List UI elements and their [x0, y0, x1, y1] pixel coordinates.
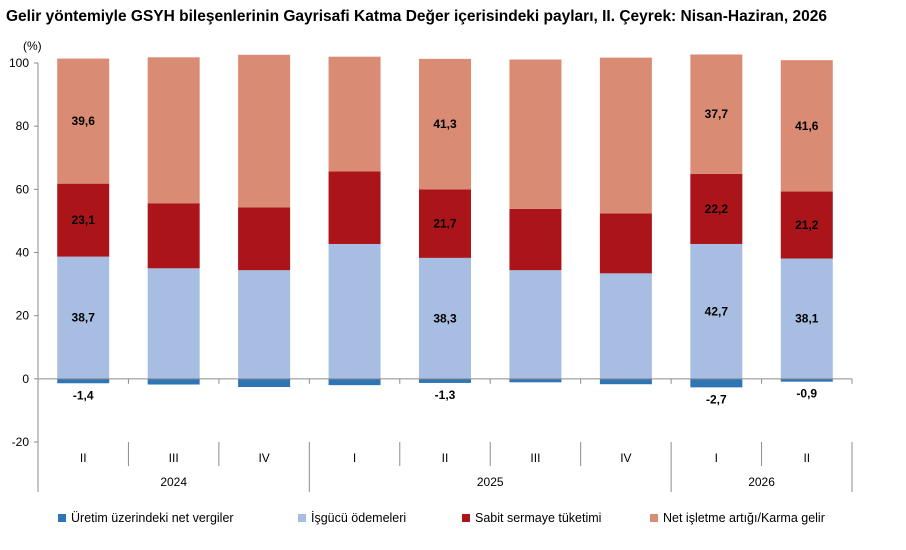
bar-segment: [238, 378, 291, 388]
bar-segment: [328, 56, 381, 172]
bar-segment: [328, 243, 381, 379]
bar-segment: [599, 378, 652, 385]
bar-segment: [780, 258, 833, 379]
chart-title: Gelir yöntemiyle GSYH bileşenlerinin Gay…: [6, 8, 827, 25]
data-label: 41,6: [795, 119, 819, 133]
legend-swatch: [58, 514, 66, 522]
bar-segment: [238, 54, 291, 208]
data-label: 38,3: [433, 311, 457, 325]
bar-segment: [147, 378, 200, 385]
data-label: 38,7: [72, 311, 96, 325]
data-label: -0,9: [796, 387, 817, 401]
legend-swatch: [462, 514, 470, 522]
x-category-label: IV: [258, 451, 269, 465]
bar-segment: [147, 268, 200, 379]
data-label: 39,6: [72, 114, 96, 128]
y-tick-label: 60: [16, 182, 30, 196]
bar-segment: [419, 58, 471, 190]
legend-item: Sabit sermaye tüketimi: [462, 511, 601, 525]
x-category-label: I: [715, 451, 718, 465]
data-label: -2,7: [706, 392, 727, 406]
bar-segment: [690, 243, 743, 379]
x-category-label: II: [80, 451, 87, 465]
x-category-label: IV: [620, 451, 631, 465]
x-category-label: III: [169, 451, 179, 465]
bar-segment: [690, 54, 743, 174]
legend-swatch: [650, 514, 658, 522]
data-label: -1,3: [435, 388, 456, 402]
bar-segment: [690, 378, 743, 388]
data-label: 22,2: [705, 202, 729, 216]
chart-legend: Üretim üzerindeki net vergiler İşgücü öde…: [0, 511, 906, 531]
y-tick-label: 20: [16, 309, 30, 323]
legend-label: Üretim üzerindeki net vergiler: [71, 511, 234, 525]
data-label: 21,7: [433, 217, 457, 231]
x-year-label: 2025: [477, 475, 504, 489]
data-label: 38,1: [795, 312, 819, 326]
x-year-label: 2024: [160, 475, 187, 489]
x-category-label: II: [442, 451, 449, 465]
bar-segment: [780, 191, 833, 259]
bar-segment: [57, 58, 110, 184]
bar-segment: [328, 378, 381, 386]
data-label: 37,7: [705, 107, 729, 121]
legend-label: Net işletme artığı/Karma gelir: [663, 511, 825, 525]
bar-segment: [419, 189, 471, 258]
data-label: 41,3: [433, 117, 457, 131]
y-tick-label: -20: [12, 435, 30, 449]
y-tick-label: 40: [16, 246, 30, 260]
data-label: 42,7: [705, 304, 729, 318]
bar-segment: [780, 60, 833, 192]
bar-segment: [57, 256, 110, 379]
data-label: 21,2: [795, 218, 819, 232]
y-tick-label: 80: [16, 119, 30, 133]
x-category-label: II: [803, 451, 810, 465]
y-tick-label: 0: [22, 372, 29, 386]
legend-item: İşgücü ödemeleri: [298, 511, 406, 525]
bar-segment: [419, 257, 471, 379]
bar-segment: [599, 273, 652, 379]
y-axis-unit-label: (%): [23, 39, 42, 53]
x-year-label: 2026: [748, 475, 775, 489]
data-label: 23,1: [72, 213, 96, 227]
bar-segment: [509, 59, 562, 209]
bar-segment: [147, 203, 200, 269]
bar-segment: [238, 207, 291, 271]
bar-segment: [419, 378, 471, 383]
legend-label: Sabit sermaye tüketimi: [475, 511, 602, 525]
y-tick-label: 100: [9, 56, 29, 70]
bar-segment: [599, 213, 652, 274]
bar-segment: [147, 57, 200, 204]
bar-segment: [57, 378, 110, 384]
legend-label: İşgücü ödemeleri: [311, 511, 407, 525]
x-category-label: III: [530, 451, 540, 465]
bar-segment: [509, 270, 562, 379]
legend-item: Net işletme artığı/Karma gelir: [650, 511, 825, 525]
bar-segment: [238, 270, 291, 379]
legend-swatch: [298, 514, 306, 522]
bar-segment: [328, 171, 381, 244]
bar-segment: [509, 378, 562, 383]
legend-item: Üretim üzerindeki net vergiler: [58, 511, 234, 525]
bar-segment: [509, 208, 562, 271]
bar-segment: [57, 183, 110, 257]
bar-segment: [599, 57, 652, 214]
bar-segment: [780, 378, 833, 382]
data-label: -1,4: [73, 388, 94, 402]
x-category-label: I: [353, 451, 356, 465]
bar-segment: [690, 173, 743, 244]
